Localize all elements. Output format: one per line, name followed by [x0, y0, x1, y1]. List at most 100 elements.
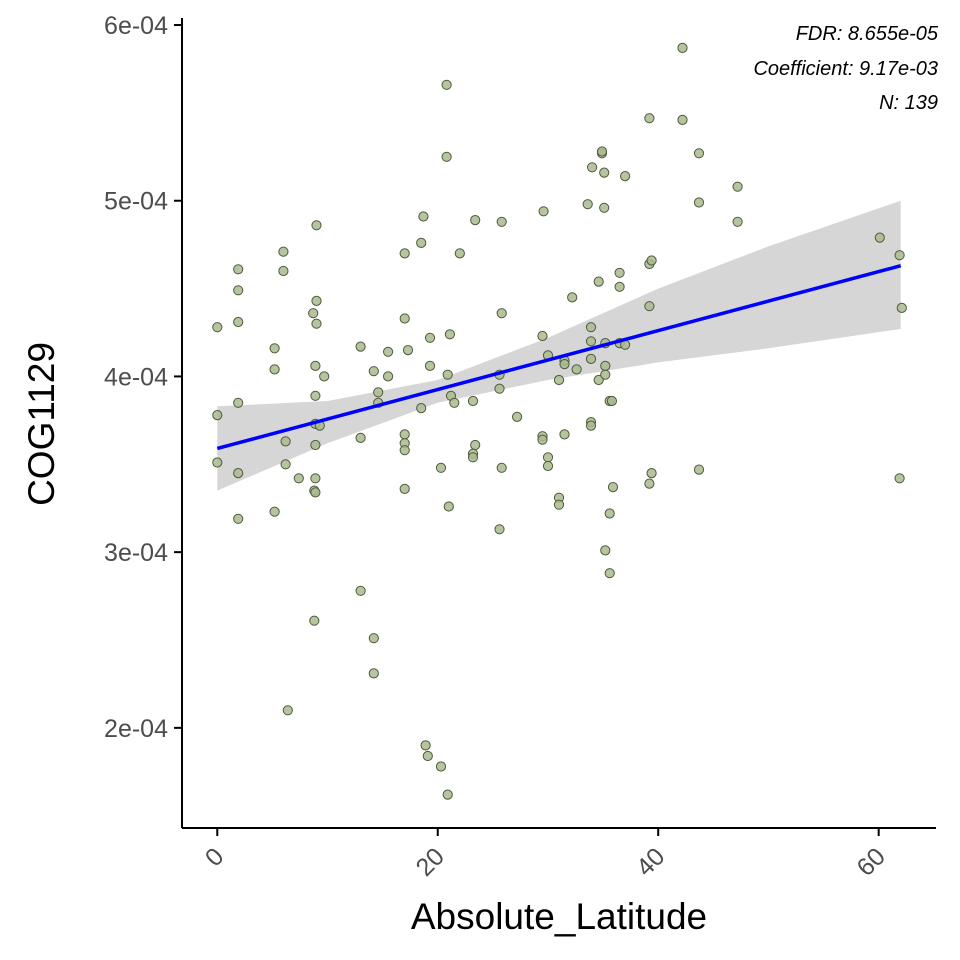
- data-point: [212, 322, 223, 333]
- data-point: [732, 181, 743, 192]
- data-point: [383, 346, 394, 357]
- data-point: [693, 148, 705, 159]
- data-point: [418, 211, 429, 222]
- data-point: [441, 79, 452, 90]
- data-point: [607, 482, 619, 493]
- data-point: [309, 615, 320, 626]
- data-point: [441, 151, 452, 162]
- data-point: [311, 220, 322, 231]
- data-point: [233, 468, 244, 479]
- trend-line-layer: [216, 264, 902, 451]
- data-point: [644, 301, 655, 312]
- x-tick-label: 40: [631, 842, 670, 881]
- data-point: [894, 250, 905, 261]
- data-point: [604, 508, 615, 519]
- data-point: [319, 371, 330, 382]
- data-point: [311, 318, 322, 329]
- data-point: [644, 113, 655, 124]
- data-point: [677, 42, 688, 54]
- x-tick-label: 60: [851, 842, 890, 881]
- data-point: [496, 216, 507, 227]
- data-point: [269, 343, 280, 354]
- x-axis-title: Absolute_Latitude: [411, 896, 707, 937]
- data-point: [593, 374, 604, 386]
- data-point: [585, 336, 597, 347]
- data-point: [512, 411, 523, 422]
- data-point: [293, 473, 304, 484]
- data-point: [402, 345, 414, 356]
- data-point: [233, 316, 244, 328]
- data-point: [559, 359, 570, 370]
- y-tick-label: 4e-04: [104, 363, 168, 391]
- data-point: [600, 360, 611, 371]
- data-point: [614, 281, 625, 292]
- data-point: [677, 114, 688, 126]
- data-point: [587, 162, 598, 173]
- x-tick-label: 20: [411, 842, 450, 881]
- data-point: [585, 322, 597, 333]
- data-point: [646, 255, 657, 266]
- data-point: [355, 585, 366, 596]
- annotation-coefficient: Coefficient: 9.17e-03: [753, 58, 938, 80]
- data-point: [368, 633, 379, 644]
- data-point: [896, 302, 907, 313]
- data-point: [620, 171, 631, 182]
- data-point: [582, 199, 593, 210]
- data-point: [443, 501, 454, 512]
- data-point: [420, 740, 431, 751]
- data-point: [278, 246, 289, 257]
- data-point: [416, 237, 427, 248]
- data-point: [278, 265, 289, 277]
- data-point: [424, 332, 436, 343]
- data-point: [435, 761, 447, 772]
- axes-layer: [181, 18, 936, 829]
- data-point: [693, 197, 705, 208]
- y-tick-label: 3e-04: [104, 539, 168, 567]
- data-point: [467, 395, 479, 407]
- trend-line: [216, 264, 902, 451]
- data-point: [494, 383, 505, 394]
- data-point: [599, 167, 610, 178]
- data-point: [373, 387, 384, 398]
- data-point: [467, 452, 479, 463]
- confidence-band: [217, 200, 901, 491]
- data-point: [599, 202, 610, 213]
- data-point: [593, 276, 604, 287]
- data-point: [542, 452, 554, 463]
- data-point: [496, 308, 507, 319]
- data-point: [596, 146, 608, 157]
- y-tick-label: 6e-04: [104, 12, 168, 40]
- data-point: [310, 360, 321, 371]
- data-point: [399, 445, 410, 456]
- data-point: [732, 216, 743, 227]
- data-point: [355, 432, 366, 443]
- data-point: [604, 568, 615, 579]
- data-point: [444, 329, 455, 340]
- data-point: [646, 468, 657, 479]
- data-point: [553, 499, 565, 510]
- y-axis-title: COG1129: [21, 342, 62, 506]
- data-point: [614, 267, 625, 278]
- data-point: [693, 464, 705, 475]
- data-point: [600, 545, 611, 556]
- data-point: [422, 750, 433, 762]
- data-point: [399, 429, 410, 440]
- data-point: [496, 462, 507, 473]
- data-point: [233, 513, 244, 524]
- data-point: [308, 308, 319, 319]
- data-point: [567, 292, 578, 303]
- data-point: [442, 369, 453, 380]
- data-point: [606, 395, 618, 407]
- data-point: [424, 360, 436, 371]
- data-point: [269, 364, 280, 375]
- data-point: [537, 434, 548, 445]
- y-tick-label: 2e-04: [104, 715, 168, 743]
- data-point: [894, 473, 905, 484]
- data-point: [368, 366, 379, 377]
- data-point: [442, 789, 453, 800]
- data-point: [212, 457, 223, 468]
- data-point: [600, 369, 611, 380]
- data-point: [449, 397, 460, 408]
- data-point: [542, 460, 554, 472]
